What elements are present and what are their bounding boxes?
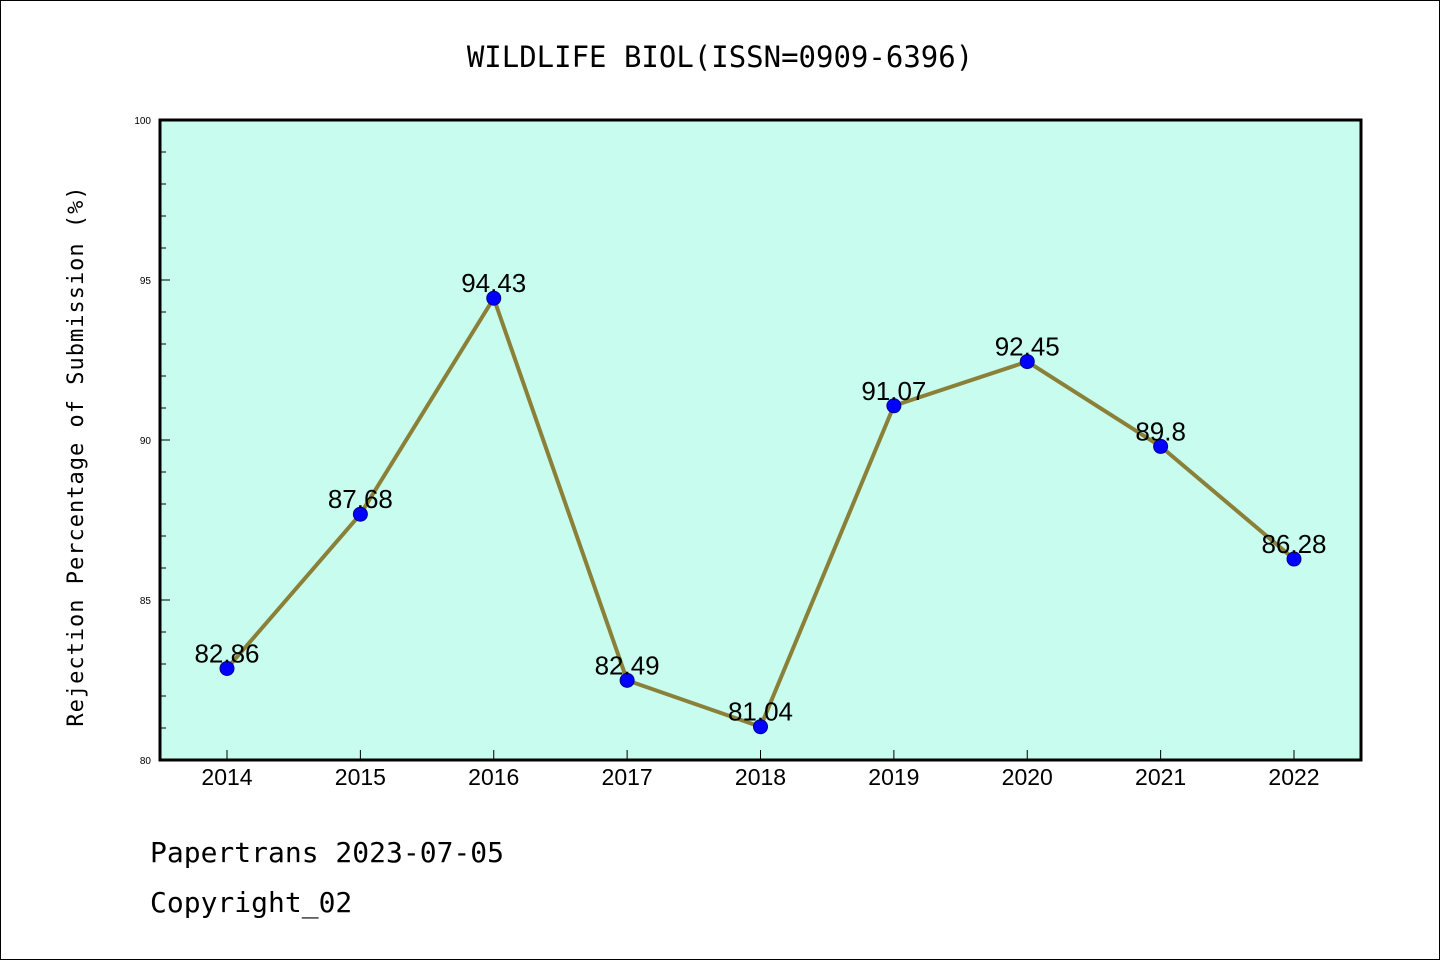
y-tick-label: 100 [134,116,151,127]
y-tick-label: 85 [140,596,152,607]
y-tick-label: 80 [140,756,152,767]
data-label: 82.49 [595,650,660,680]
data-label: 91.07 [861,376,926,406]
x-axis: 2014 2015 2016 2017 2018 2019 2020 2021 2022 [201,750,1320,790]
y-axis-label: Rejection Percentage of Submission (%) [64,185,89,726]
x-tick-label: 2020 [1002,764,1053,790]
footer-date-line: Papertrans 2023-07-05 [150,836,505,869]
x-tick-label: 2017 [602,764,653,790]
x-tick-label: 2022 [1268,764,1319,790]
data-point [753,719,768,735]
data-point [486,290,502,306]
data-label: 82.86 [194,638,259,668]
x-tick-label: 2021 [1135,764,1186,790]
x-tick-label: 2018 [735,764,786,790]
data-point [1153,438,1169,454]
data-point [1286,551,1302,567]
x-tick-label: 2014 [201,764,252,790]
data-point [219,660,235,676]
data-point [886,398,902,414]
chart-title: WILDLIFE BIOL(ISSN=0909-6396) [467,40,973,74]
y-tick-label: 90 [140,436,152,447]
y-axis: 80 85 90 95 100 [134,116,170,767]
data-point [619,672,635,688]
x-tick-label: 2019 [868,764,919,790]
data-label: 81.04 [728,697,793,727]
data-label: 86.28 [1261,529,1326,559]
y-tick-label: 95 [140,276,152,287]
data-label: 92.45 [995,332,1060,362]
series-rejection-percentage: 82.86 87.68 94.43 82.49 81.04 91.07 92.45 89.8 8… [194,268,1327,735]
data-point [1019,354,1035,370]
x-tick-label: 2015 [335,764,386,790]
data-label: 89.8 [1135,416,1186,446]
data-point [352,506,368,522]
footer-copyright-line: Copyright_02 [150,886,353,919]
x-tick-label: 2016 [468,764,519,790]
data-label: 94.43 [461,268,526,298]
data-label: 87.68 [328,484,393,514]
